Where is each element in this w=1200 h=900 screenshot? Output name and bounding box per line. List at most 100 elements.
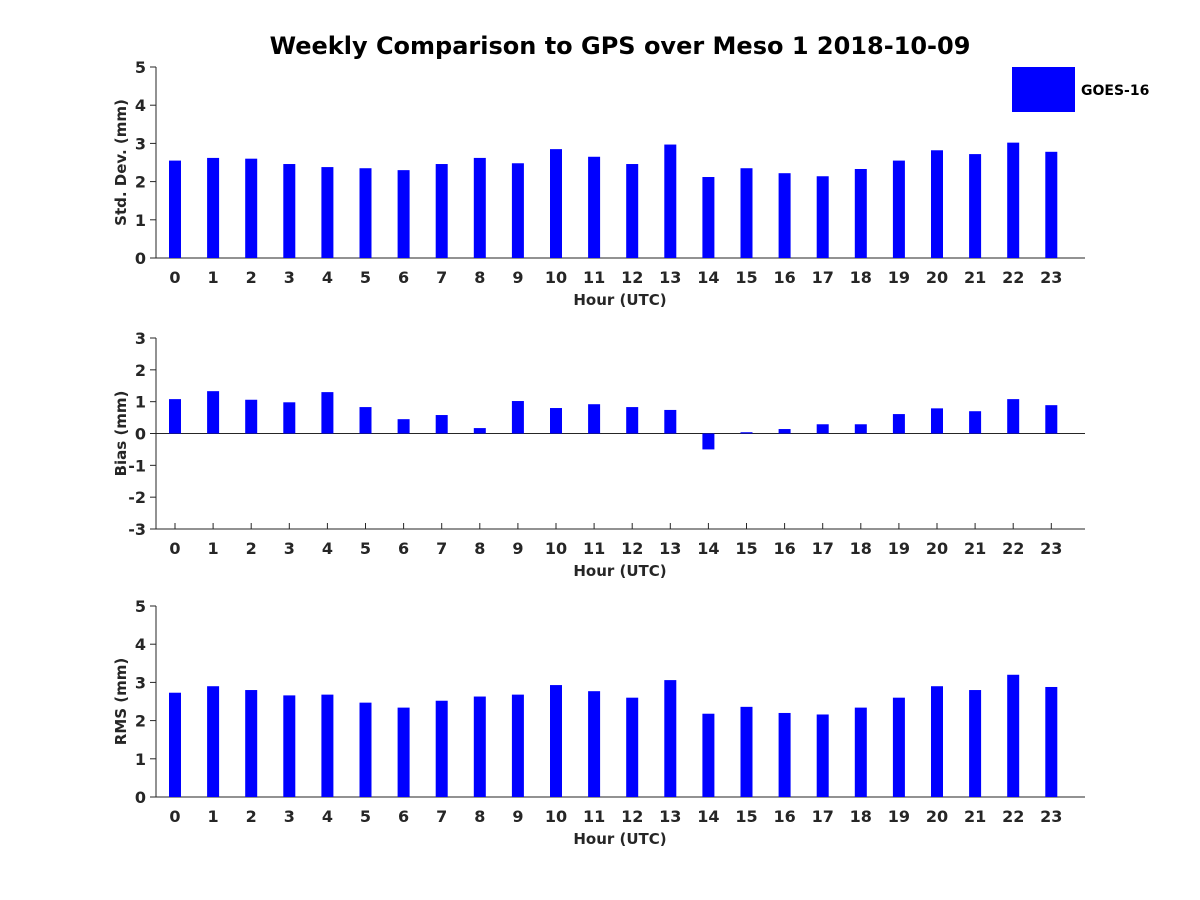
bar-hour-17 (816, 176, 829, 258)
legend-label: GOES-16 (1081, 83, 1149, 99)
bar-hour-19 (892, 697, 905, 797)
x-tick-label: 22 (1002, 807, 1024, 826)
x-tick-label: 5 (360, 807, 371, 826)
bar-hour-8 (473, 696, 486, 797)
bar-hour-19 (892, 414, 905, 434)
bar-hour-22 (1007, 674, 1020, 797)
x-tick-label: 20 (926, 807, 948, 826)
x-tick-label: 10 (545, 539, 567, 558)
bar-hour-20 (931, 686, 943, 797)
bar-hour-11 (588, 404, 601, 434)
x-tick-label: 20 (926, 539, 948, 558)
bar-hour-20 (931, 150, 943, 258)
bar-hour-2 (245, 690, 258, 797)
bar-hour-14 (702, 713, 715, 797)
bar-hour-13 (664, 680, 677, 797)
bar-hour-2 (245, 399, 258, 434)
bar-hour-14 (702, 177, 715, 258)
bar-hour-12 (626, 164, 639, 258)
bar-hour-11 (588, 156, 601, 258)
y-tick-label: 3 (135, 329, 146, 348)
x-tick-label: 2 (246, 539, 257, 558)
x-tick-label: 20 (926, 268, 948, 287)
bar-hour-7 (435, 415, 448, 434)
y-tick-label: 0 (135, 788, 146, 807)
bar-hour-11 (588, 691, 601, 797)
bar-hour-10 (550, 685, 562, 797)
x-tick-label: 10 (545, 807, 567, 826)
bar-hour-18 (854, 424, 867, 434)
bar-hour-15 (740, 432, 753, 434)
y-tick-label: 1 (135, 393, 146, 412)
bar-hour-17 (816, 714, 829, 797)
y-tick-label: 1 (135, 750, 146, 769)
y-tick-label: 3 (135, 134, 146, 153)
x-tick-label: 4 (322, 268, 333, 287)
x-tick-label: 15 (735, 268, 757, 287)
bar-hour-9 (511, 694, 524, 797)
x-tick-label: 6 (398, 268, 409, 287)
x-tick-label: 8 (474, 807, 485, 826)
bar-hour-1 (207, 686, 220, 797)
bar-hour-4 (321, 694, 334, 797)
x-tick-label: 15 (735, 807, 757, 826)
x-tick-label: 16 (773, 268, 795, 287)
x-tick-label: 18 (850, 539, 872, 558)
x-tick-label: 2 (246, 268, 257, 287)
bar-hour-3 (283, 695, 296, 797)
bar-hour-22 (1007, 142, 1020, 258)
bar-hour-1 (207, 391, 220, 434)
y-tick-label: -1 (128, 456, 146, 475)
x-tick-label: 3 (284, 268, 295, 287)
x-tick-label: 13 (659, 268, 681, 287)
x-tick-label: 0 (169, 807, 180, 826)
x-tick-label: 8 (474, 539, 485, 558)
bar-hour-6 (397, 419, 410, 434)
x-tick-label: 11 (583, 807, 605, 826)
x-axis-label: Hour (UTC) (573, 830, 666, 848)
y-axis-label: Bias (mm) (112, 391, 130, 477)
bar-hour-18 (854, 707, 867, 797)
bar-hour-1 (207, 157, 220, 258)
bar-hour-8 (473, 428, 486, 434)
x-tick-label: 19 (888, 807, 910, 826)
y-tick-label: 4 (135, 96, 146, 115)
x-tick-label: 13 (659, 807, 681, 826)
x-tick-label: 17 (812, 268, 834, 287)
x-tick-label: 3 (284, 539, 295, 558)
chart-title: Weekly Comparison to GPS over Meso 1 201… (270, 32, 971, 60)
x-tick-label: 4 (322, 539, 333, 558)
x-tick-label: 18 (850, 268, 872, 287)
x-tick-label: 9 (512, 268, 523, 287)
x-tick-label: 19 (888, 539, 910, 558)
y-tick-label: 5 (135, 58, 146, 77)
x-tick-label: 21 (964, 807, 986, 826)
x-tick-label: 23 (1040, 539, 1062, 558)
x-tick-label: 7 (436, 807, 447, 826)
x-tick-label: 7 (436, 539, 447, 558)
y-axis-label: RMS (mm) (112, 658, 130, 745)
bar-hour-12 (626, 407, 639, 434)
x-tick-label: 11 (583, 539, 605, 558)
y-tick-label: -3 (128, 520, 146, 539)
x-tick-label: 17 (812, 539, 834, 558)
y-tick-label: 2 (135, 361, 146, 380)
y-tick-label: 0 (135, 249, 146, 268)
x-tick-label: 22 (1002, 268, 1024, 287)
x-tick-label: 16 (773, 539, 795, 558)
x-tick-label: 12 (621, 539, 643, 558)
bar-hour-4 (321, 167, 334, 258)
x-tick-label: 1 (208, 807, 219, 826)
bar-hour-3 (283, 164, 296, 258)
bar-hour-7 (435, 164, 448, 258)
x-tick-label: 0 (169, 268, 180, 287)
x-tick-label: 14 (697, 807, 719, 826)
bar-hour-21 (969, 154, 982, 258)
bar-hour-16 (778, 173, 791, 258)
legend: GOES-16 (1012, 67, 1149, 112)
bar-hour-0 (169, 692, 181, 797)
